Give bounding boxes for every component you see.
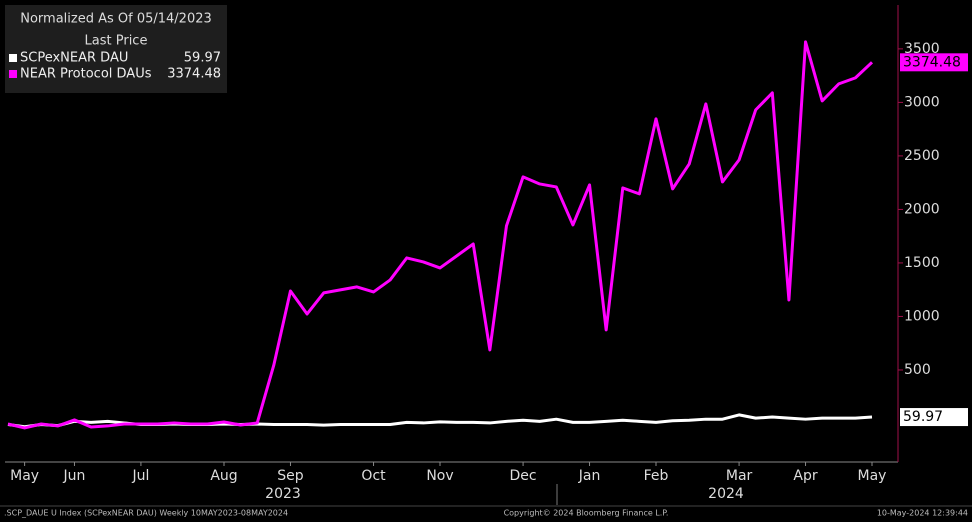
y-tick-label: 2500 [904, 148, 940, 164]
legend-title: Normalized As Of 05/14/2023 [20, 12, 212, 27]
x-tick-label: Feb [644, 468, 669, 484]
y-tick-label: 3500 [904, 41, 940, 57]
footer-right: 10-May-2024 12:39:44 [877, 509, 968, 518]
x-tick-label: Nov [426, 468, 453, 484]
x-tick-label: May [858, 468, 887, 484]
x-tick-label: Mar [726, 468, 753, 484]
legend-label: NEAR Protocol DAUs [20, 67, 152, 82]
x-tick-label: Jul [131, 468, 149, 484]
y-tick-label: 1000 [904, 308, 940, 324]
x-tick-label: Jan [578, 468, 601, 484]
x-tick-label: Oct [361, 468, 386, 484]
legend-value: 59.97 [184, 51, 221, 66]
legend-value: 3374.48 [167, 67, 221, 82]
legend-swatch [9, 54, 17, 62]
x-tick-label: Dec [510, 468, 537, 484]
last-price-label: 59.97 [903, 409, 943, 425]
legend-subtitle: Last Price [85, 34, 148, 49]
last-price-badge [900, 53, 968, 72]
x-tick-label: May [10, 468, 39, 484]
footer-left: .SCP_DAUE U Index (SCPexNEAR DAU) Weekly… [4, 509, 288, 518]
footer-center: Copyright© 2024 Bloomberg Finance L.P. [504, 509, 669, 518]
legend-swatch [9, 70, 17, 78]
last-price-label: 3374.48 [903, 54, 961, 70]
x-tick-label: Apr [793, 468, 817, 484]
year-label: 2024 [708, 486, 744, 502]
y-tick-label: 500 [904, 362, 931, 378]
legend-box [5, 5, 227, 93]
y-tick-label: 2000 [904, 201, 940, 217]
series-line [7, 40, 874, 430]
legend-label: SCPexNEAR DAU [20, 51, 128, 66]
y-tick-label: 3000 [904, 94, 940, 110]
y-tick-label: 1500 [904, 255, 940, 271]
x-tick-label: Jun [63, 468, 86, 484]
x-tick-label: Sep [277, 468, 304, 484]
last-price-badge [900, 408, 968, 427]
x-tick-label: Aug [210, 468, 237, 484]
year-label: 2023 [265, 486, 301, 502]
